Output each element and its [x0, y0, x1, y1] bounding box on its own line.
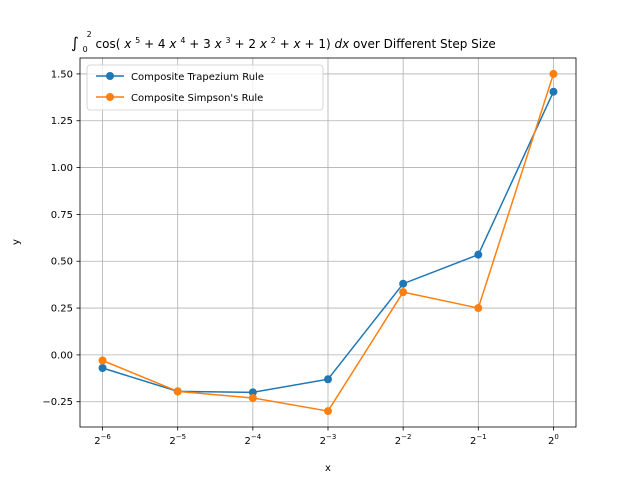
legend-label-trapezium: Composite Trapezium Rule — [131, 72, 264, 83]
x-tick-label: 20 — [548, 433, 559, 447]
title-e3: 3 — [226, 36, 231, 45]
x-tick-exponent: −6 — [101, 433, 112, 441]
y-tick-label: 0.00 — [51, 350, 73, 361]
x-tick-exponent: −1 — [476, 433, 486, 441]
legend-marker-simpson — [106, 93, 114, 101]
data-point — [248, 393, 257, 402]
title-x5: x — [293, 37, 302, 51]
x-tick-base: 2 — [244, 436, 250, 447]
data-point — [549, 87, 558, 96]
data-point — [248, 388, 257, 397]
title-p5: + 1) — [304, 37, 330, 51]
title-lower: 0 — [83, 45, 88, 54]
title-x1: x — [123, 37, 132, 51]
title-e2: 4 — [180, 36, 185, 45]
x-tick-label: 2−1 — [470, 433, 487, 447]
x-tick-exponent: −4 — [251, 433, 262, 441]
data-point — [399, 279, 408, 288]
title-upper: 2 — [87, 30, 92, 39]
title-p3: + 2 — [234, 37, 256, 51]
title-p2: + 3 — [189, 37, 211, 51]
title-p4: + — [280, 37, 294, 51]
title-p1: + 4 — [144, 37, 166, 51]
data-point — [98, 356, 107, 365]
title-dx: dx — [335, 37, 351, 51]
data-point — [399, 288, 408, 297]
title-x3: x — [214, 37, 223, 51]
x-tick-base: 2 — [470, 436, 476, 447]
x-tick-base: 2 — [395, 436, 401, 447]
x-tick-label: 2−3 — [320, 433, 337, 447]
x-tick-label: 2−6 — [94, 433, 111, 447]
legend-marker-trapezium — [106, 72, 114, 80]
y-tick-label: 0.75 — [51, 210, 73, 221]
x-tick-exponent: −3 — [326, 433, 336, 441]
y-tick-label: 1.00 — [51, 163, 73, 174]
ticks: 2−6 2−5 2−4 2−3 2−2 2−1 20−0.250.000.250.500.7… — [42, 69, 559, 447]
x-tick-base: 2 — [320, 436, 326, 447]
title-func-open: cos( — [96, 37, 121, 51]
x-tick-exponent: −2 — [401, 433, 411, 441]
title-e1: 5 — [135, 36, 140, 45]
legend-label-simpson: Composite Simpson's Rule — [131, 93, 263, 104]
y-tick-label: 1.50 — [51, 69, 73, 80]
title-e4: 2 — [271, 36, 276, 45]
y-tick-label: 0.25 — [51, 304, 73, 315]
y-tick-label: 1.25 — [51, 116, 73, 127]
data-point — [324, 375, 332, 384]
legend: Composite Trapezium Rule Composite Simps… — [86, 64, 324, 111]
data-point — [98, 363, 107, 372]
x-tick-exponent: 0 — [554, 433, 558, 441]
x-tick-base: 2 — [169, 436, 175, 447]
y-tick-label: −0.25 — [42, 397, 73, 408]
series-layer — [98, 69, 558, 416]
data-point — [324, 407, 332, 416]
title-x4: x — [259, 37, 268, 51]
grid — [80, 58, 576, 427]
data-point — [549, 69, 558, 78]
x-axis-label: x — [325, 463, 331, 474]
x-tick-label: 2−5 — [169, 433, 186, 447]
x-tick-base: 2 — [548, 436, 554, 447]
legend-box — [86, 64, 324, 111]
x-tick-exponent: −5 — [176, 433, 186, 441]
chart-title: ∫ 0 2 cos( x 5 + 4 x 4 + 3 x 3 + 2 x 2 +… — [71, 26, 496, 55]
data-point — [474, 304, 483, 313]
y-tick-label: 0.50 — [51, 257, 73, 268]
title-x2: x — [168, 37, 177, 51]
y-axis-label: y — [11, 239, 22, 245]
data-point — [173, 387, 182, 396]
title-integral: ∫ — [71, 34, 79, 52]
x-tick-label: 2−4 — [244, 433, 261, 447]
title-suffix: over Different Step Size — [353, 37, 496, 51]
data-point — [474, 250, 483, 259]
x-tick-label: 2−2 — [395, 433, 412, 447]
x-tick-base: 2 — [94, 436, 100, 447]
